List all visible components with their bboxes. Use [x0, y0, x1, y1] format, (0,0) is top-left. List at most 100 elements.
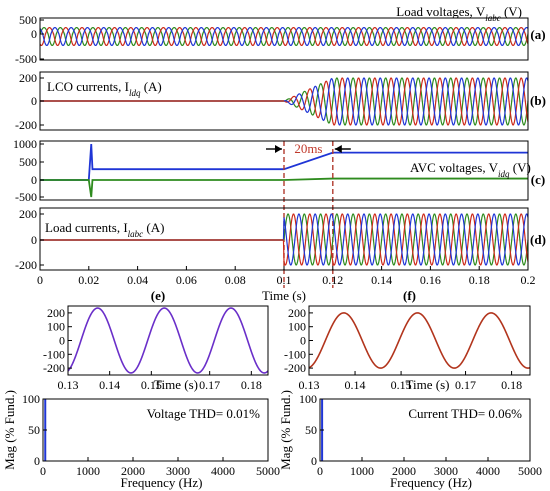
x-tick-label: 0.14: [371, 273, 392, 287]
x-tick-label: 0: [317, 464, 323, 478]
annotation-text: AVC voltages, V: [410, 160, 499, 175]
series-line-0: [67, 307, 269, 374]
y-tick-label: 500: [19, 13, 37, 27]
y-tick-label: 50: [28, 423, 40, 437]
annotation: Load currents, Ilabc (A): [45, 220, 164, 239]
y-tick-label: 100: [47, 320, 65, 334]
annotation-subscript: labc: [128, 229, 144, 239]
series-line-0: [39, 27, 529, 47]
x-tick-label: 0.16: [420, 273, 441, 287]
y-tick-label: 0: [31, 233, 37, 247]
y-tick-label: 0: [31, 27, 37, 41]
annotation-subscript: idq: [498, 169, 510, 179]
y-tick-label: 0: [59, 334, 65, 348]
x-tick-label: 3000: [434, 464, 458, 478]
y-tick-label: 200: [288, 306, 306, 320]
x-tick-label: 0.17: [199, 378, 220, 392]
x-tick-label: 0.17: [455, 378, 476, 392]
x-tick-label: 1000: [350, 464, 374, 478]
x-axis-label: Time (s): [262, 288, 306, 303]
y-tick-label: -500: [15, 52, 37, 66]
y-tick-label: -100: [284, 347, 306, 361]
x-tick-label: 4000: [211, 464, 235, 478]
panel-label: (e): [151, 288, 165, 303]
y-tick-label: 50: [305, 423, 317, 437]
panel-label: (b): [530, 93, 546, 108]
x-tick-label: 0.15: [141, 378, 162, 392]
y-axis-label: Mag (% Fund.): [2, 390, 17, 470]
y-tick-label: 500: [19, 155, 37, 169]
y-tick-label: -200: [284, 361, 306, 375]
x-tick-label: 3000: [166, 464, 190, 478]
series-line-2: [39, 27, 529, 47]
y-axis-label: Mag (% Fund.): [278, 390, 293, 470]
x-axis-label: Frequency (Hz): [390, 475, 472, 490]
x-tick-label: 0.12: [322, 273, 343, 287]
y-tick-label: 100: [288, 320, 306, 334]
x-tick-label: 0.13: [58, 378, 79, 392]
arrow-right-head: [334, 145, 342, 153]
x-axis-label: Time (s): [154, 377, 198, 392]
y-tick-label: 0: [34, 454, 40, 468]
x-tick-label: 0: [37, 273, 43, 287]
annotation-subscript: ldq: [129, 88, 141, 98]
y-tick-label: -200: [15, 118, 37, 132]
y-tick-label: -200: [43, 361, 65, 375]
series-line-0: [40, 143, 528, 181]
x-tick-label: 0.15: [391, 378, 412, 392]
annotation-text: LCO currents, I: [47, 79, 129, 94]
arrow-left-head: [275, 145, 282, 153]
annotation-unit: (A): [143, 220, 164, 235]
chart-a: 5000 -500 Load voltages, Vlabc (V) (a): [15, 4, 546, 66]
y-tick-label: -200: [15, 258, 37, 272]
x-axis-label: Frequency (Hz): [121, 475, 203, 490]
annotation-unit: (V): [501, 4, 522, 19]
y-tick-label: 200: [19, 207, 37, 221]
y-tick-label: 0: [31, 173, 37, 187]
y-tick-label: -100: [43, 347, 65, 361]
x-tick-label: 0.14: [99, 378, 120, 392]
x-tick-label: 1000: [76, 464, 100, 478]
x-tick-label: 0.13: [299, 378, 320, 392]
y-tick-label: 200: [19, 71, 37, 85]
x-tick-label: 5000: [518, 464, 542, 478]
plot-frame: [39, 17, 529, 61]
y-tick-label: 0: [31, 94, 37, 108]
x-tick-label: 0.02: [78, 273, 99, 287]
x-tick-label: 0.18: [241, 378, 262, 392]
plot-frame: [39, 140, 529, 201]
thd-annotation: Current THD= 0.06%: [408, 406, 522, 421]
annotation: AVC voltages, Vidq (V): [410, 160, 531, 179]
y-tick-label: 100: [22, 392, 40, 406]
x-tick-label: 0.08: [225, 273, 246, 287]
x-tick-label: 0.06: [176, 273, 197, 287]
x-tick-label: 0: [40, 464, 46, 478]
chart-c: 20ms 1000 500 0 -500 AVC voltages, Vidq (V)(c…: [13, 137, 545, 288]
x-tick-label: 0.04: [127, 273, 148, 287]
x-tick-label: 0.2: [521, 273, 536, 287]
x-tick-label: 5000: [256, 464, 280, 478]
x-tick-label: 4000: [476, 464, 500, 478]
x-tick-label: 0.18: [501, 378, 522, 392]
x-tick-label: 0.14: [345, 378, 366, 392]
panel-label: (a): [530, 27, 545, 42]
thd-annotation: Voltage THD= 0.01%: [147, 406, 261, 421]
interval-label: 20ms: [294, 141, 322, 156]
chart-b: 200 0 -200 LCO currents, Ildq (A) (b): [15, 71, 546, 132]
series-line-1: [40, 177, 528, 198]
annotation-subscript: labc: [485, 13, 501, 23]
y-tick-label: 0: [311, 454, 317, 468]
x-tick-label: 2000: [121, 464, 145, 478]
x-tick-label: 0.18: [469, 273, 490, 287]
annotation-text: Load voltages, V: [396, 4, 486, 19]
x-tick-label: 2000: [392, 464, 416, 478]
annotation-unit: (A): [140, 79, 161, 94]
annotation: LCO currents, Ildq (A): [47, 79, 162, 98]
y-tick-label: 100: [299, 392, 317, 406]
